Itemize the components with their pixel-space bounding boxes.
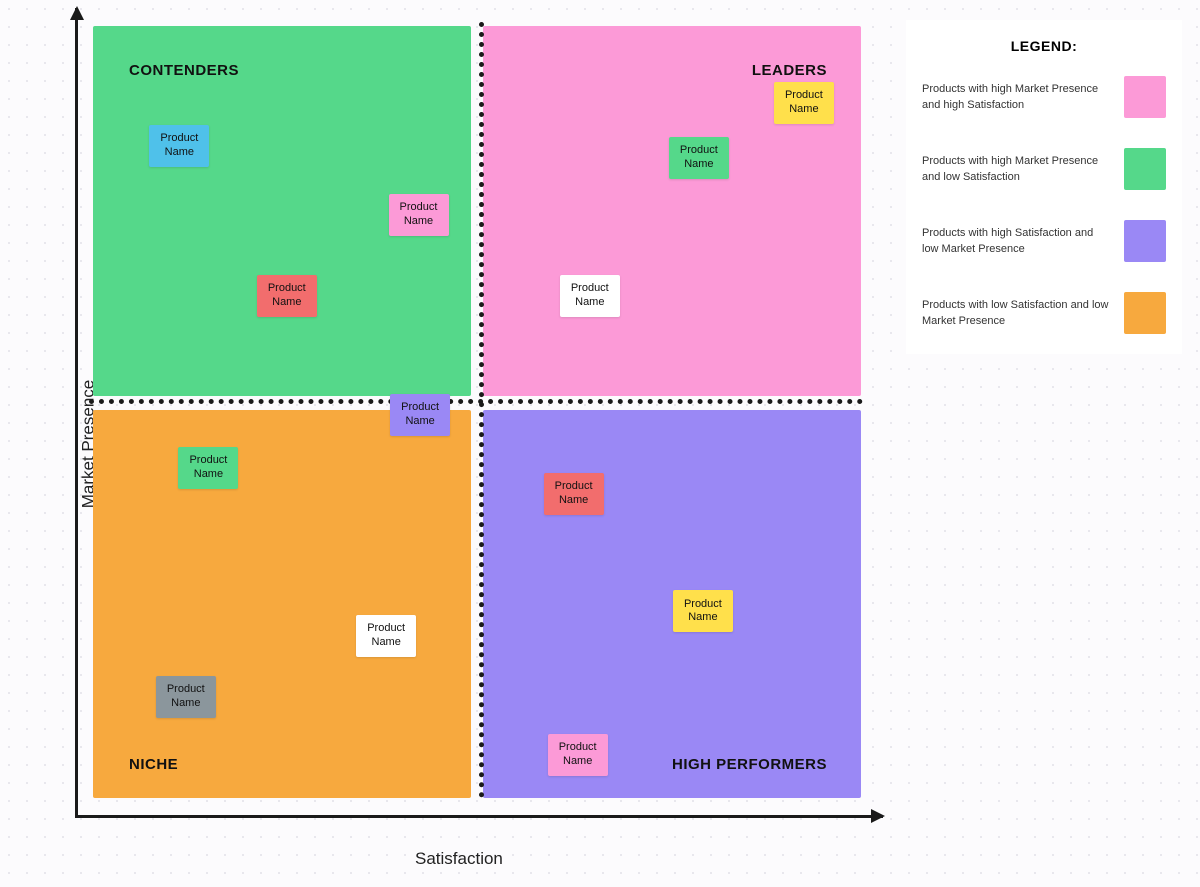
- legend-swatch: [1124, 148, 1166, 190]
- legend-item-text: Products with high Market Presence and l…: [922, 153, 1112, 186]
- quadrant-label-high_performers: HIGH PERFORMERS: [672, 756, 827, 773]
- legend-swatch: [1124, 292, 1166, 334]
- legend-item-text: Products with high Satisfaction and low …: [922, 225, 1112, 258]
- x-axis-label: Satisfaction: [415, 849, 503, 869]
- product-box[interactable]: Product Name: [560, 275, 620, 317]
- quadrant-label-niche: NICHE: [129, 756, 178, 773]
- product-box[interactable]: Product Name: [149, 125, 209, 167]
- vertical-divider: [479, 22, 484, 798]
- legend-item-text: Products with low Satisfaction and low M…: [922, 297, 1112, 330]
- legend-item: Products with high Market Presence and l…: [922, 148, 1166, 190]
- product-box[interactable]: Product Name: [389, 194, 449, 236]
- product-box[interactable]: Product Name: [669, 137, 729, 179]
- quadrant-label-leaders: LEADERS: [752, 62, 827, 79]
- quadrant-chart: CONTENDERS LEADERS NICHE HIGH PERFORMERS Pro…: [75, 8, 883, 818]
- product-box[interactable]: Product Name: [156, 676, 216, 718]
- legend-item: Products with low Satisfaction and low M…: [922, 292, 1166, 334]
- legend-item-text: Products with high Market Presence and h…: [922, 81, 1112, 114]
- legend-title: LEGEND:: [922, 38, 1166, 54]
- legend-swatch: [1124, 220, 1166, 262]
- product-box[interactable]: Product Name: [356, 615, 416, 657]
- horizontal-divider: [89, 399, 863, 404]
- product-box[interactable]: Product Name: [390, 394, 450, 436]
- product-box[interactable]: Product Name: [257, 275, 317, 317]
- y-axis: [75, 8, 78, 818]
- product-box[interactable]: Product Name: [548, 734, 608, 776]
- x-axis: [75, 815, 883, 818]
- legend-item: Products with high Market Presence and h…: [922, 76, 1166, 118]
- product-box[interactable]: Product Name: [544, 473, 604, 515]
- quadrant-label-contenders: CONTENDERS: [129, 62, 239, 79]
- legend-panel: LEGEND: Products with high Market Presen…: [906, 20, 1182, 354]
- product-box[interactable]: Product Name: [673, 590, 733, 632]
- legend-item: Products with high Satisfaction and low …: [922, 220, 1166, 262]
- quadrant-niche: [93, 410, 471, 798]
- product-box[interactable]: Product Name: [178, 447, 238, 489]
- product-box[interactable]: Product Name: [774, 82, 834, 124]
- legend-swatch: [1124, 76, 1166, 118]
